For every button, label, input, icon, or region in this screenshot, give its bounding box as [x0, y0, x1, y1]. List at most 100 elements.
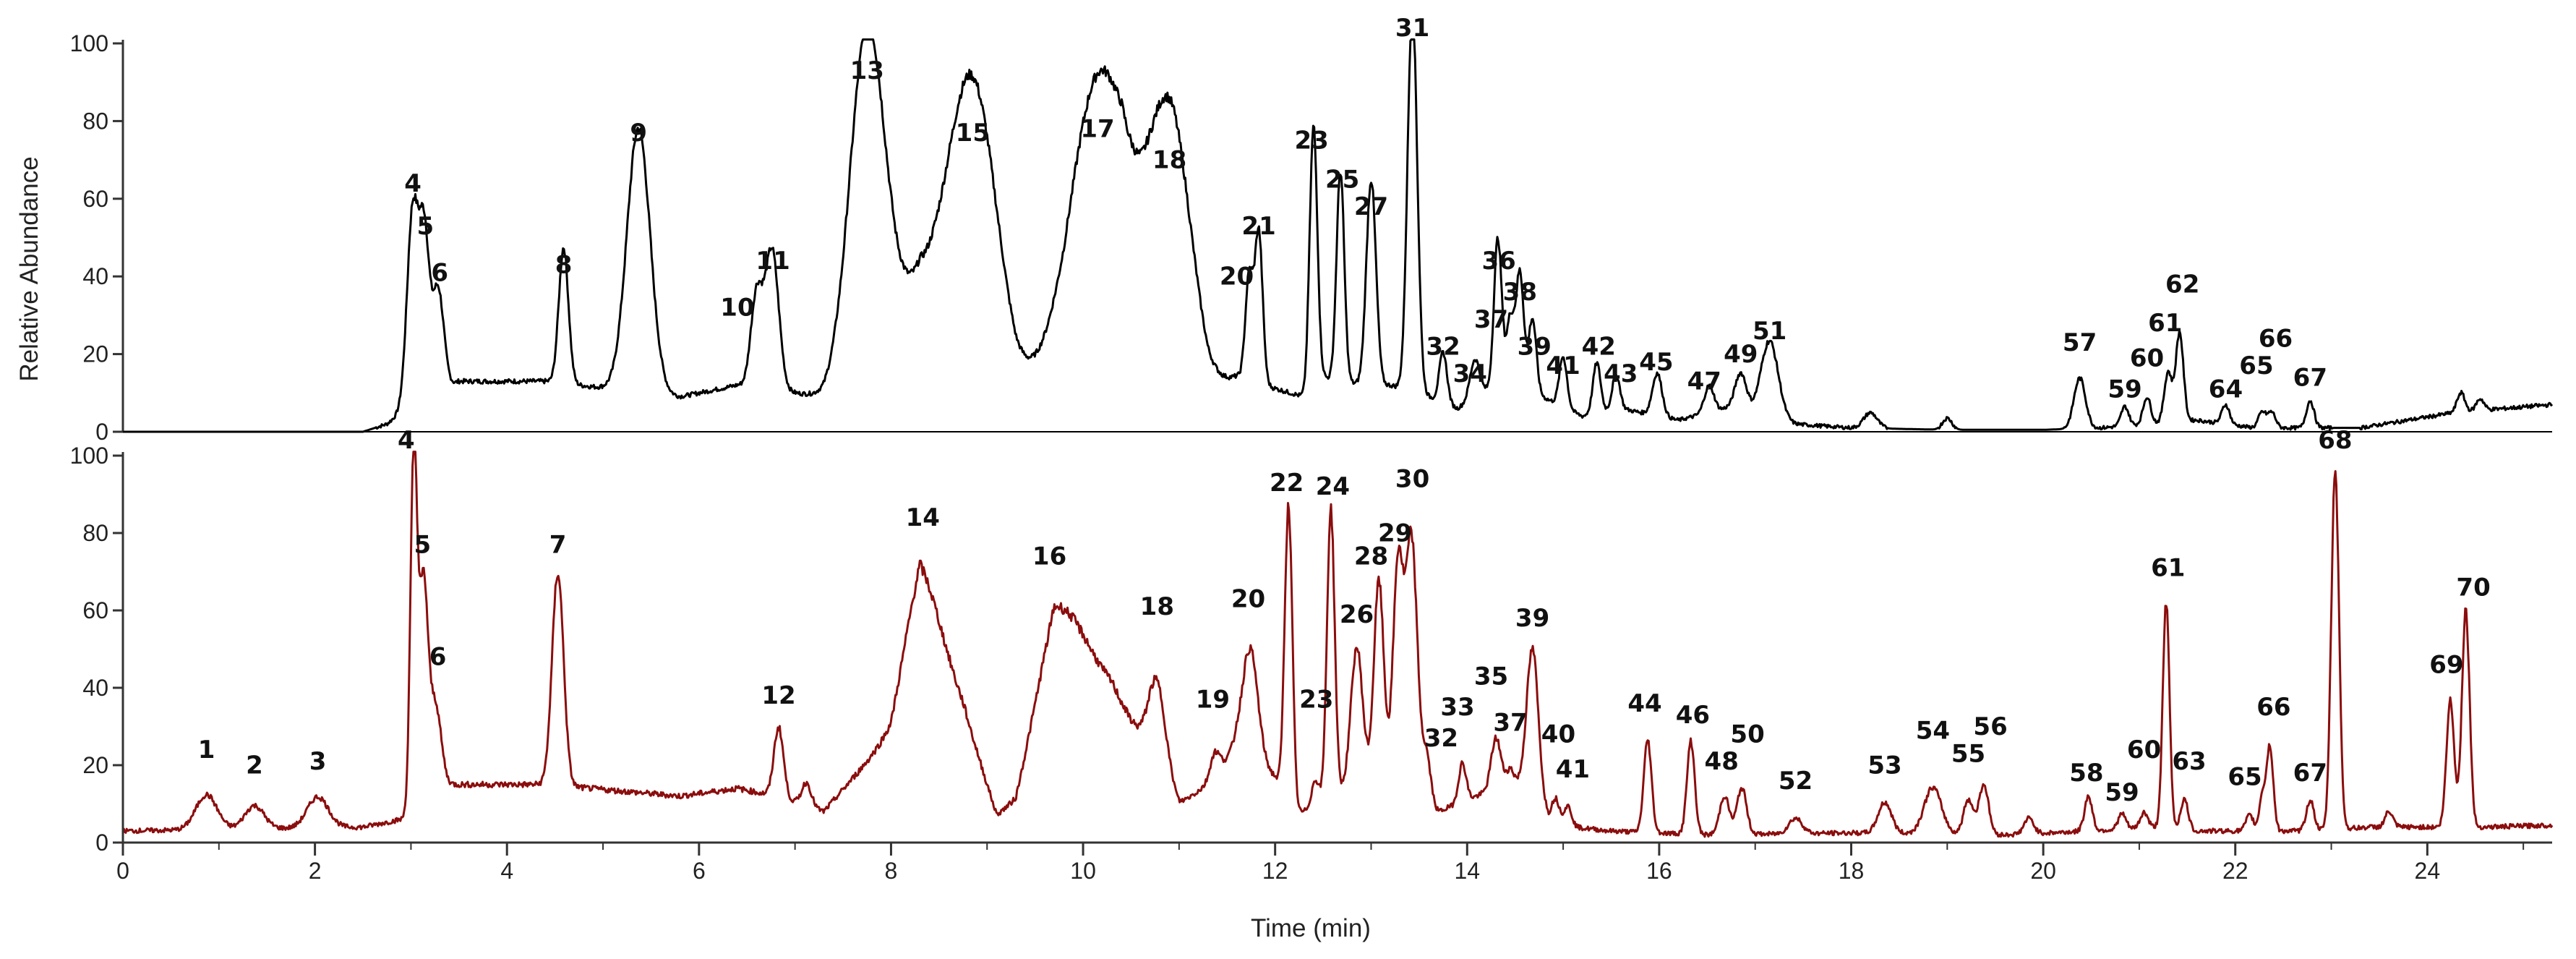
bottom-y-tick-label: 40 [82, 675, 108, 701]
top-y-tick-label: 20 [82, 341, 108, 367]
x-tick-label: 16 [1646, 858, 1672, 884]
bottom-y-tick-label: 0 [95, 830, 108, 856]
bottom-peak-label: 37 [1493, 709, 1527, 738]
bottom-peak-label: 22 [1270, 469, 1304, 498]
bottom-peak-label: 18 [1140, 592, 1174, 621]
top-peak-label: 8 [555, 251, 573, 280]
top-peak-label: 62 [2165, 270, 2199, 299]
top-peak-label: 41 [1546, 351, 1580, 380]
bottom-y-tick-label: 100 [70, 443, 108, 469]
top-y-tick-label: 60 [82, 186, 108, 212]
top-peak-label: 47 [1687, 367, 1721, 396]
bottom-peak-label: 40 [1541, 720, 1575, 749]
bottom-peak-label: 7 [549, 530, 567, 559]
top-peak-label: 17 [1080, 115, 1114, 144]
bottom-peak-label: 23 [1299, 685, 1333, 714]
top-peak-label: 15 [956, 119, 990, 148]
bottom-peak-label: 55 [1951, 739, 1985, 768]
bottom-peak-label: 32 [1424, 724, 1458, 753]
bottom-peak-label: 1 [198, 736, 215, 764]
top-peak-label: 21 [1241, 212, 1275, 241]
top-peak-label: 31 [1395, 14, 1429, 43]
top-peak-label: 45 [1639, 348, 1673, 377]
x-tick-label: 20 [2030, 858, 2056, 884]
bottom-peak-label: 12 [761, 681, 795, 710]
top-y-tick-label: 40 [82, 263, 108, 289]
bottom-peak-label: 26 [1340, 600, 1374, 629]
top-peak-label: 39 [1518, 332, 1552, 361]
bottom-peak-label: 50 [1730, 720, 1764, 749]
bottom-peak-label: 4 [398, 426, 415, 455]
bottom-y-tick-label: 20 [82, 752, 108, 778]
bottom-peak-label: 63 [2172, 747, 2206, 776]
top-y-ticks: 0 20 40 60 80 100 [70, 30, 124, 445]
top-peak-label: 23 [1294, 127, 1328, 155]
top-peak-label: 65 [2239, 351, 2273, 380]
top-y-tick-label: 80 [82, 108, 108, 134]
top-peak-label: 32 [1426, 332, 1460, 361]
top-peak-label: 67 [2293, 363, 2327, 392]
x-tick-label: 14 [1454, 858, 1480, 884]
top-peak-label: 59 [2108, 375, 2141, 404]
bottom-peak-label: 35 [1474, 662, 1508, 691]
top-peak-label: 4 [404, 169, 422, 198]
x-tick-label: 8 [885, 858, 898, 884]
x-tick-label: 2 [309, 858, 322, 884]
top-peak-label: 10 [720, 294, 754, 323]
bottom-y-ticks: 0 20 40 60 80 100 [70, 443, 124, 856]
top-peak-label: 57 [2063, 328, 2097, 357]
bottom-peak-label: 65 [2228, 762, 2262, 791]
x-axis: 0 2 4 6 8 10 12 14 16 18 20 22 24 [116, 431, 2552, 884]
top-trace-line [122, 38, 2554, 433]
bottom-peak-label: 19 [1196, 685, 1230, 714]
top-peak-label: 25 [1325, 165, 1359, 194]
x-tick-label: 18 [1839, 858, 1865, 884]
x-tick-label: 12 [1262, 858, 1288, 884]
top-peak-label: 61 [2148, 309, 2182, 338]
top-peak-label: 18 [1152, 146, 1186, 175]
bottom-peak-label: 46 [1676, 701, 1710, 730]
top-peak-label: 9 [630, 119, 647, 148]
bottom-peak-label: 5 [414, 530, 432, 559]
bottom-peak-label: 56 [1973, 712, 2007, 741]
top-peak-label: 38 [1503, 278, 1537, 307]
bottom-y-tick-label: 60 [82, 597, 108, 623]
top-peak-label: 51 [1753, 317, 1786, 346]
bottom-peak-label: 29 [1378, 519, 1412, 547]
top-peak-label: 13 [850, 56, 884, 85]
bottom-peak-label: 16 [1032, 542, 1066, 571]
bottom-peak-label: 69 [2429, 650, 2463, 679]
bottom-peak-label: 53 [1867, 751, 1901, 780]
bottom-peak-label: 2 [246, 751, 263, 780]
top-peak-label: 11 [756, 247, 790, 276]
bottom-peak-label: 58 [2069, 759, 2103, 788]
top-peak-label: 36 [1481, 247, 1515, 276]
bottom-peak-label: 20 [1231, 584, 1265, 613]
x-tick-label: 10 [1070, 858, 1096, 884]
bottom-peak-label: 61 [2151, 554, 2185, 583]
bottom-trace-line [121, 451, 2554, 838]
bottom-peak-labels: 12 34567121416181920222324262829303233353… [198, 426, 2491, 807]
top-peak-label: 66 [2259, 325, 2293, 354]
bottom-peak-label: 67 [2293, 759, 2327, 788]
bottom-peak-label: 66 [2256, 693, 2290, 722]
top-y-tick-label: 100 [70, 30, 108, 56]
top-peak-label: 37 [1474, 305, 1508, 334]
bottom-y-tick-label: 80 [82, 520, 108, 546]
top-peak-label: 42 [1582, 332, 1616, 361]
bottom-peak-label: 44 [1627, 689, 1661, 718]
y-axis-title: Relative Abundance [15, 156, 43, 381]
bottom-peak-label: 70 [2456, 573, 2490, 602]
bottom-peak-label: 48 [1705, 747, 1739, 776]
top-peak-label: 49 [1724, 340, 1758, 369]
bottom-peak-label: 41 [1556, 755, 1590, 784]
top-peak-label: 60 [2130, 344, 2164, 372]
bottom-peak-label: 24 [1316, 472, 1350, 501]
bottom-peak-label: 68 [2318, 426, 2352, 455]
x-tick-label: 24 [2415, 858, 2441, 884]
top-peak-label: 64 [2209, 375, 2243, 404]
top-peak-label: 34 [1453, 359, 1487, 388]
